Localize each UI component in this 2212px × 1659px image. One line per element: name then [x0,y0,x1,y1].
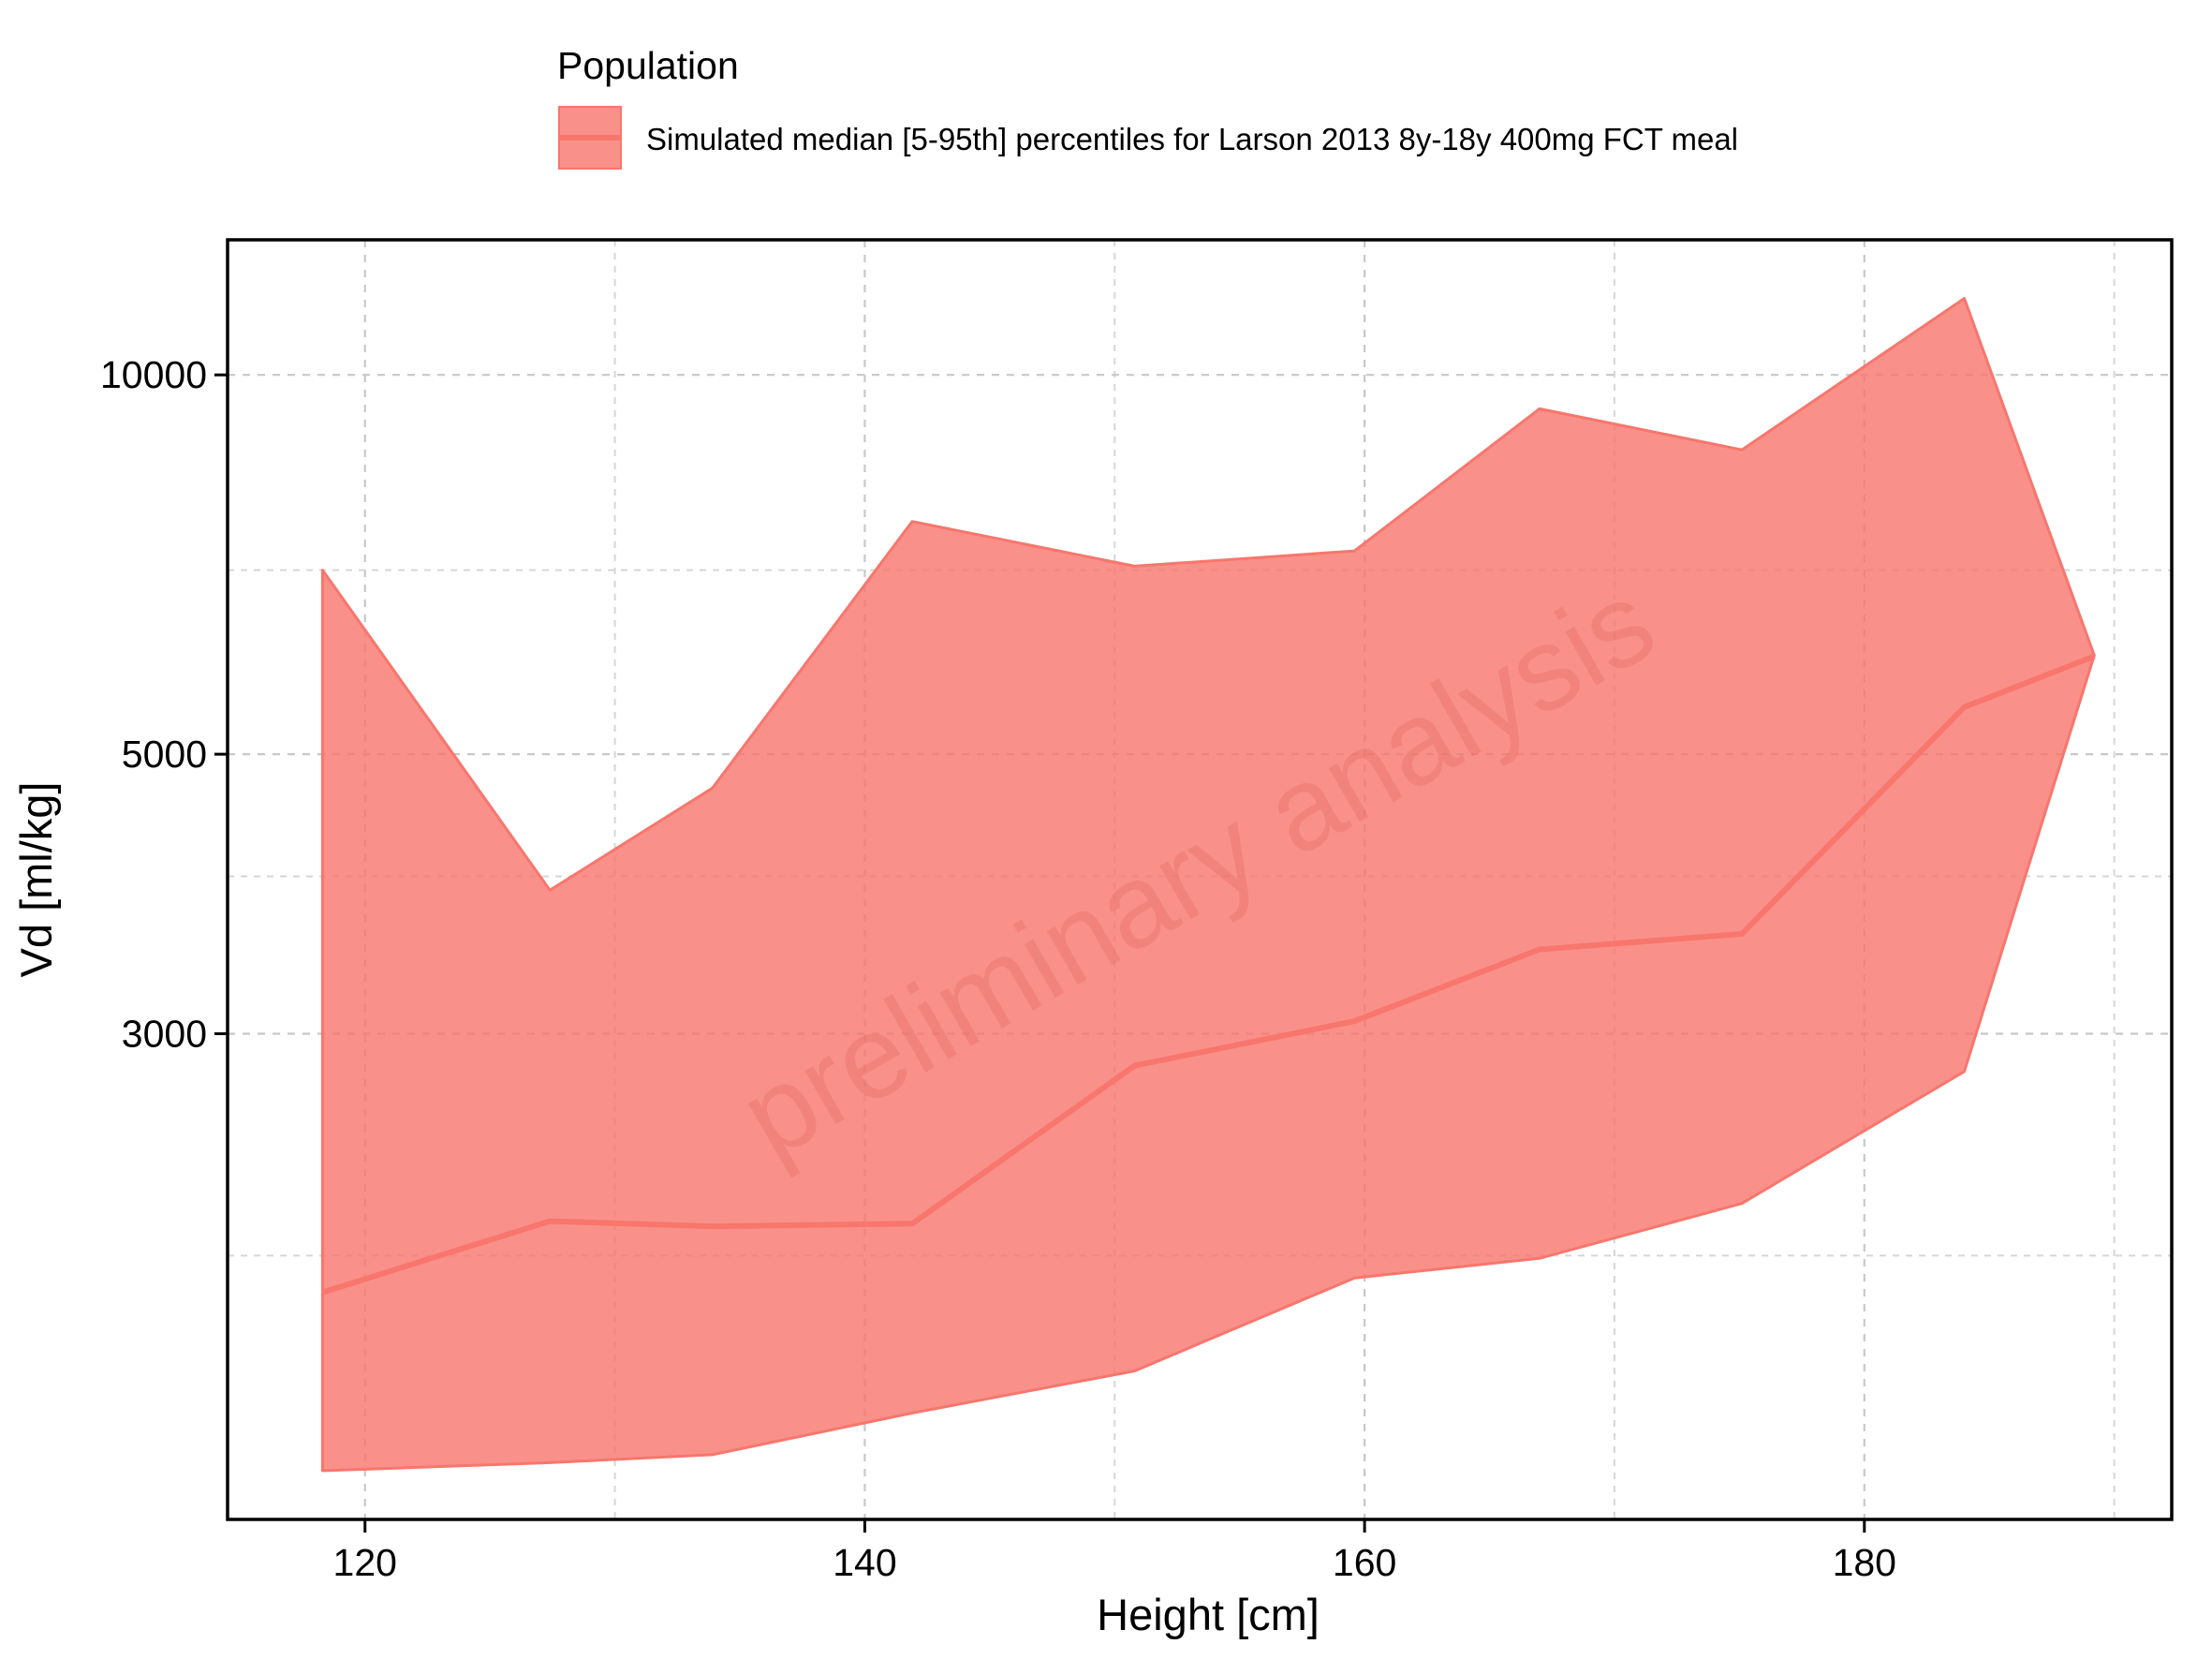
x-axis: 120 140 160 180 [333,1519,1896,1584]
y-tick-label: 3000 [122,1013,207,1056]
series-band [320,297,2096,1473]
y-axis: 3000 5000 10000 [100,353,228,1056]
legend: Population Simulated median [5-95th] per… [557,44,1738,170]
x-tick-label: 140 [833,1541,896,1584]
x-axis-title: Height [cm] [1097,1590,1320,1639]
y-axis-title: Vd [ml/kg] [11,782,61,978]
percentile-band [320,297,2096,1473]
x-tick-label: 160 [1333,1541,1396,1584]
x-tick-label: 120 [333,1541,397,1584]
series-median [321,653,2096,1296]
plot-panel-border [226,238,2174,1521]
y-tick-label: 10000 [100,353,207,396]
median-line [321,653,2096,1296]
legend-entry-label: Simulated median [5-95th] percentiles fo… [646,122,1738,156]
y-tick-label: 5000 [122,733,207,776]
legend-title: Population [557,44,739,87]
x-tick-label: 180 [1833,1541,1896,1584]
